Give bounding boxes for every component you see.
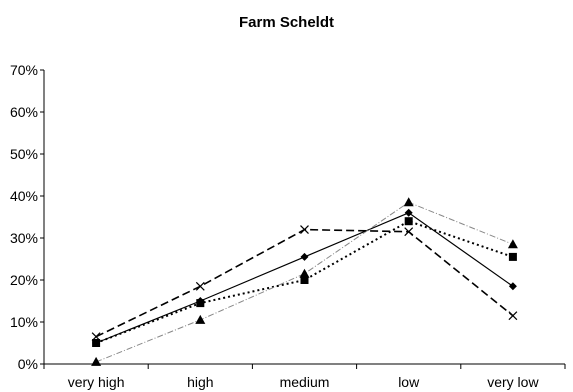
y-tick-label: 60% bbox=[10, 104, 38, 120]
marker-triangle bbox=[507, 239, 518, 249]
x-tick-label: very high bbox=[68, 374, 125, 390]
marker-triangle bbox=[299, 268, 310, 278]
x-tick-label: medium bbox=[280, 374, 330, 390]
x-tick-label: high bbox=[187, 374, 213, 390]
x-tick-label: low bbox=[398, 374, 420, 390]
marker-square bbox=[404, 217, 413, 226]
y-tick-label: 70% bbox=[10, 62, 38, 78]
marker-x bbox=[508, 311, 518, 321]
x-tick-label: very low bbox=[487, 374, 539, 390]
series-2 bbox=[92, 217, 517, 347]
marker-triangle bbox=[403, 197, 414, 207]
marker-x bbox=[195, 281, 205, 291]
y-tick-label: 40% bbox=[10, 188, 38, 204]
y-tick-label: 50% bbox=[10, 146, 38, 162]
labels-layer: 0% 10% 20% 30% 40% 50% 60% 70% very high high medi… bbox=[10, 62, 539, 390]
marker-x bbox=[404, 227, 414, 237]
marker-diamond bbox=[300, 252, 309, 261]
axes bbox=[40, 69, 566, 369]
marker-square bbox=[300, 276, 309, 284]
y-tick-label: 20% bbox=[10, 272, 38, 288]
marker-triangle bbox=[195, 314, 206, 324]
series-layer bbox=[91, 197, 518, 366]
marker-square bbox=[196, 299, 205, 308]
marker-diamond bbox=[404, 208, 413, 217]
series-line bbox=[95, 201, 514, 363]
marker-x bbox=[300, 225, 309, 235]
marker-square bbox=[508, 252, 517, 261]
series-4 bbox=[91, 225, 518, 342]
marker-square bbox=[92, 339, 101, 347]
series-3 bbox=[91, 197, 518, 366]
y-tick-label: 0% bbox=[18, 356, 38, 372]
marker-triangle bbox=[91, 356, 102, 366]
chart-title: Farm Scheldt bbox=[238, 14, 335, 31]
y-tick-label: 10% bbox=[10, 314, 38, 330]
marker-diamond bbox=[508, 282, 517, 291]
marker-x bbox=[91, 332, 101, 342]
y-tick-label: 30% bbox=[10, 230, 38, 246]
